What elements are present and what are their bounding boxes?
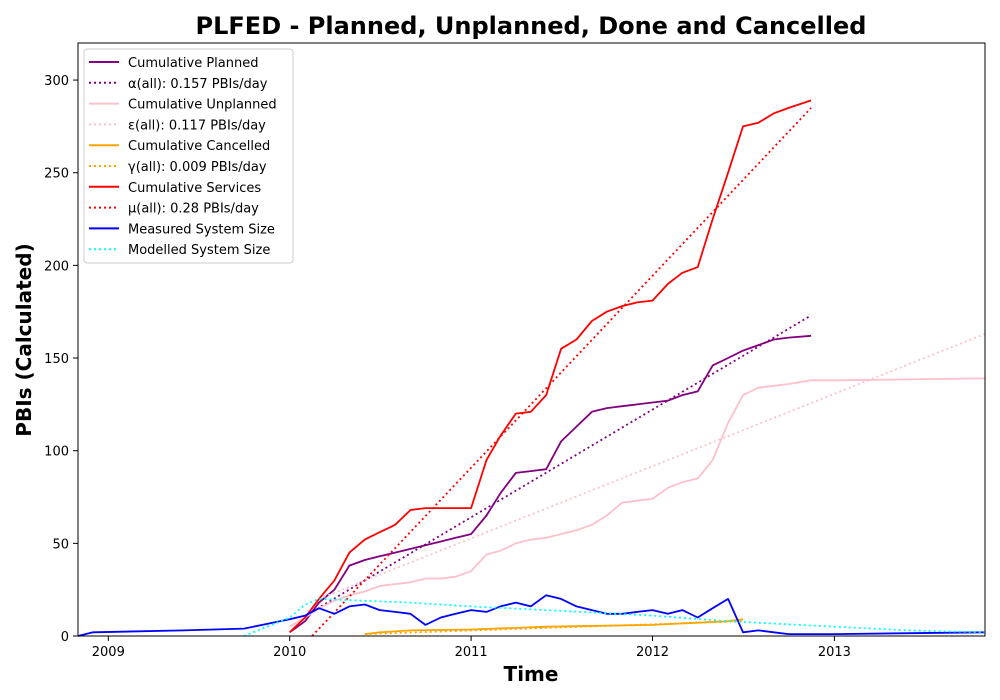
legend-label: α(all): 0.157 PBIs/day: [128, 77, 268, 92]
series-line-3: [318, 333, 986, 600]
plot-frame: [77, 42, 986, 637]
y-tick-label: 250: [44, 167, 69, 182]
y-tick-label: 300: [44, 74, 69, 89]
legend-label: Cumulative Cancelled: [128, 139, 270, 154]
y-tick-label: 150: [44, 352, 69, 367]
y-tick-label: 100: [44, 445, 69, 460]
y-tick-label: 200: [44, 259, 69, 274]
legend-label: γ(all): 0.009 PBIs/day: [128, 160, 267, 175]
y-tick-label: 0: [61, 630, 69, 645]
legend-label: Measured System Size: [128, 222, 275, 237]
x-tick-label: 2010: [273, 645, 306, 660]
x-tick-label: 2009: [92, 645, 125, 660]
series-line-2: [289, 377, 986, 628]
legend-label: Cumulative Unplanned: [128, 98, 277, 113]
x-tick-label: 2011: [455, 645, 488, 660]
series-line-1: [320, 314, 812, 608]
legend: Cumulative Planned α(all): 0.157 PBIs/day…: [83, 48, 294, 264]
legend-label: Cumulative Services: [128, 181, 261, 196]
y-tick-label: 50: [52, 537, 69, 552]
legend-label: Cumulative Planned: [128, 56, 258, 71]
legend-label: Modelled System Size: [128, 243, 270, 258]
x-axis-title: Time: [504, 662, 559, 686]
x-tick-label: 2012: [636, 645, 669, 660]
series-line-6: [289, 99, 812, 633]
series-line-9: [243, 598, 986, 637]
legend-box: [83, 48, 294, 264]
legend-label: μ(all): 0.28 PBIs/day: [128, 202, 259, 217]
chart-title: PLFED - Planned, Unplanned, Done and Can…: [196, 12, 867, 40]
y-axis: 0 50 100 150 200 250 300: [44, 74, 78, 645]
plot-area: [77, 99, 986, 637]
x-axis: 2009 2010 2011 2012 2013: [92, 636, 851, 660]
series-line-5: [364, 620, 744, 635]
series-line-8: [77, 594, 986, 637]
series-line-7: [311, 107, 812, 637]
series-line-0: [289, 334, 812, 634]
y-axis-title: PBIs (Calculated): [12, 243, 36, 436]
legend-label: ε(all): 0.117 PBIs/day: [128, 118, 266, 133]
x-tick-label: 2013: [818, 645, 851, 660]
